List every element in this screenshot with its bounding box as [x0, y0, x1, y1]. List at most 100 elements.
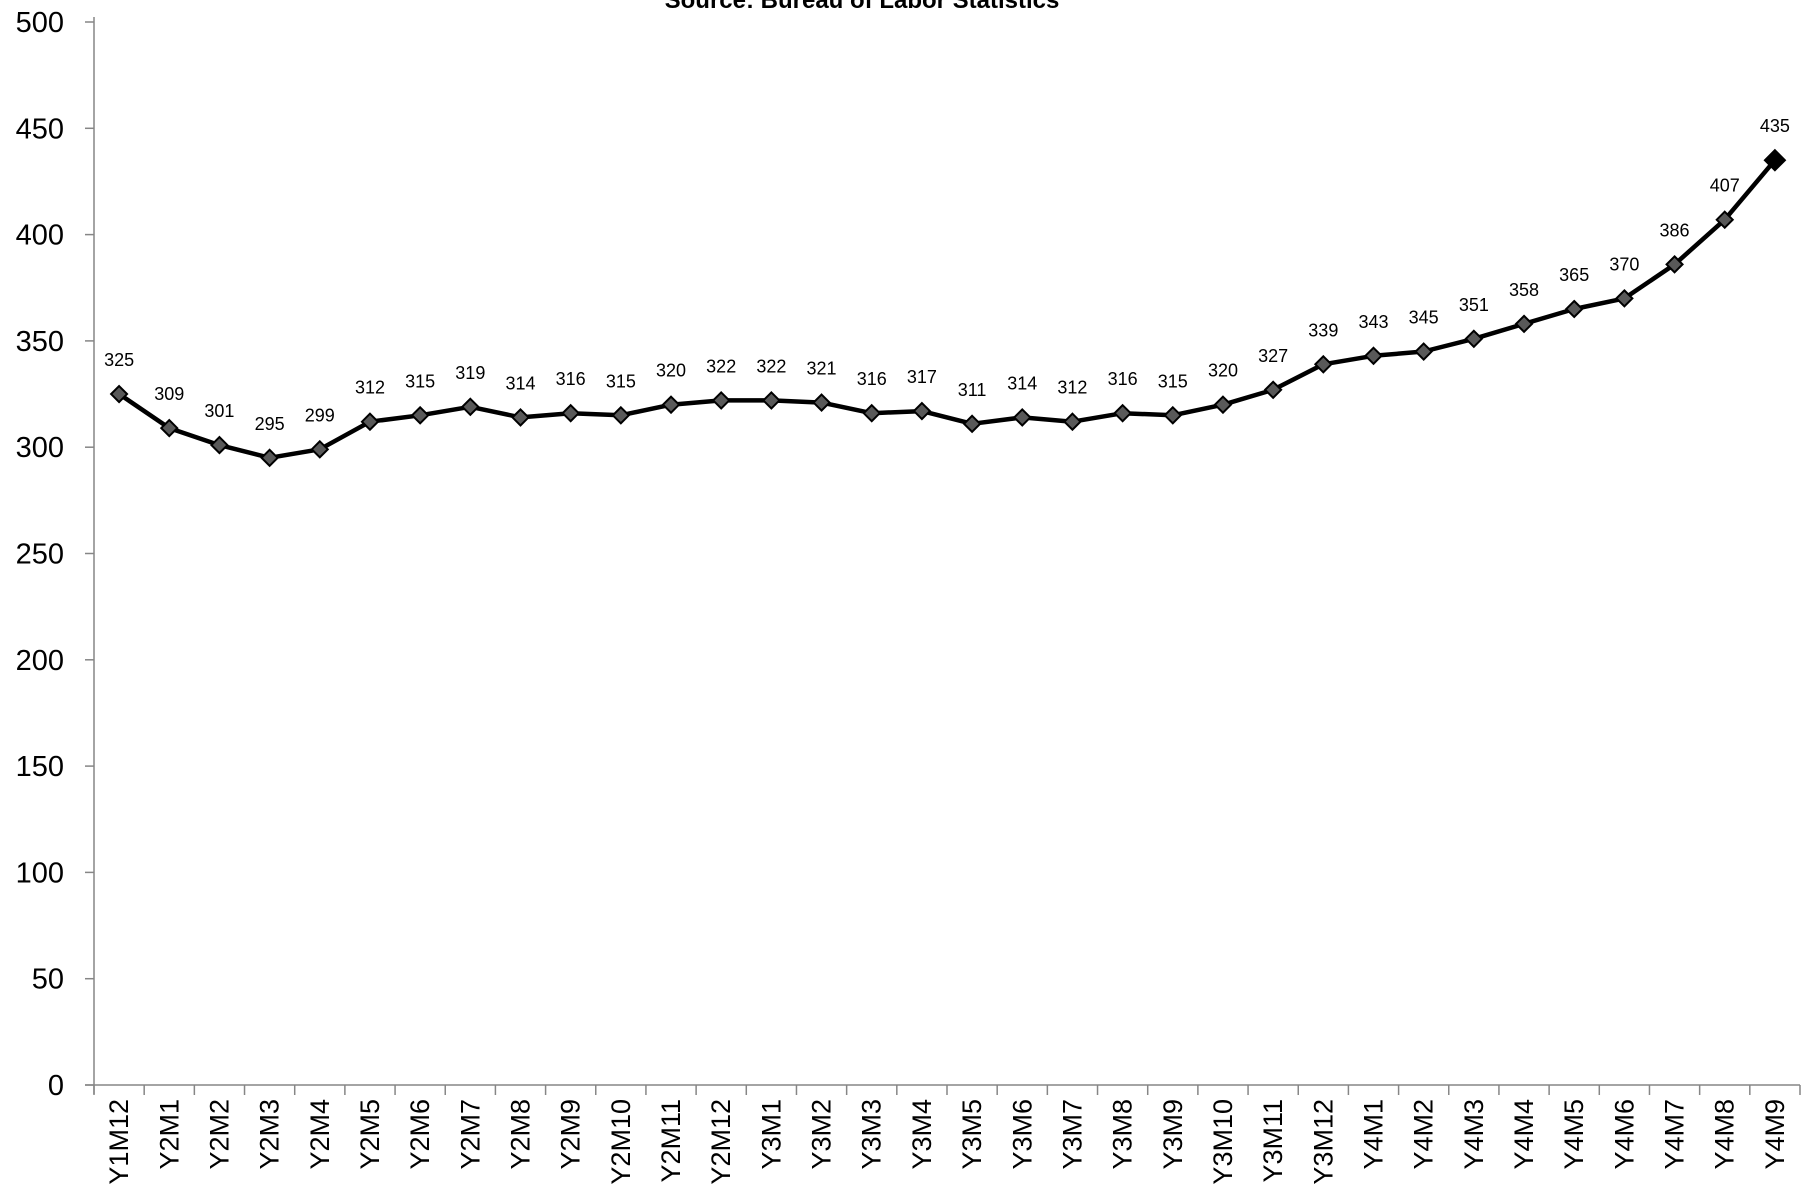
data-label: 301 [204, 401, 234, 421]
data-label: 320 [656, 361, 686, 381]
series-layer [109, 148, 1787, 468]
x-tick-label: Y2M3 [255, 1099, 285, 1170]
data-point-marker [260, 448, 280, 468]
x-tick-label: Y2M1 [154, 1099, 184, 1170]
data-label: 321 [807, 359, 837, 379]
y-tick-label: 200 [16, 645, 64, 677]
data-point-marker [862, 403, 882, 423]
x-tick-label: Y1M12 [104, 1099, 134, 1185]
data-label: 343 [1358, 312, 1388, 332]
data-point-marker [1313, 354, 1333, 374]
data-label: 314 [505, 373, 535, 393]
data-label: 435 [1760, 116, 1790, 136]
x-tick-label: Y2M5 [355, 1099, 385, 1170]
data-label: 407 [1710, 176, 1740, 196]
x-tick-label: Y2M7 [455, 1099, 485, 1170]
x-tick-label: Y2M10 [606, 1099, 636, 1185]
x-tick-label: Y3M5 [957, 1099, 987, 1170]
y-tick-label: 400 [16, 220, 64, 252]
x-tick-label: Y2M9 [556, 1099, 586, 1170]
data-point-marker [1364, 346, 1383, 366]
y-tick-label: 250 [16, 539, 64, 571]
x-tick-label: Y3M2 [807, 1099, 837, 1170]
x-tick-label: Y4M6 [1609, 1099, 1639, 1170]
x-tick-label: Y2M12 [706, 1099, 736, 1185]
data-point-marker [1564, 299, 1584, 319]
x-tick-label: Y2M4 [305, 1099, 335, 1170]
data-point-marker [1113, 403, 1133, 423]
x-tick-label: Y3M9 [1158, 1099, 1188, 1170]
data-label: 311 [958, 380, 987, 400]
data-label: 365 [1559, 265, 1589, 285]
data-label: 327 [1258, 346, 1288, 366]
x-tick-label: Y3M3 [857, 1099, 887, 1170]
x-tick-label: Y2M2 [204, 1099, 234, 1170]
data-point-marker [711, 391, 731, 410]
x-tick-label: Y3M10 [1208, 1099, 1238, 1185]
data-point-marker [1414, 342, 1434, 361]
data-point-marker [1163, 405, 1183, 425]
x-tick-label: Y3M12 [1308, 1099, 1338, 1185]
data-point-marker [1715, 210, 1735, 230]
chart-title: Source: Bureau of Labor Statistics [665, 0, 1060, 14]
data-labels-layer: 325 309 301 295 299 312 315 319 314 316 315 320 322 3… [104, 116, 1790, 434]
data-label: 319 [455, 363, 485, 383]
y-tick-label: 300 [16, 432, 64, 464]
data-point-marker [912, 401, 932, 421]
data-point-marker [962, 414, 982, 434]
y-tick-label: 50 [32, 964, 64, 996]
data-point-marker [360, 412, 380, 432]
data-label: 317 [907, 367, 937, 387]
data-point-marker [1763, 148, 1787, 172]
data-label: 322 [706, 356, 736, 376]
data-point-marker [410, 405, 430, 425]
data-point-marker [761, 391, 781, 410]
data-label: 320 [1208, 361, 1238, 381]
data-point-marker [1263, 380, 1283, 400]
y-tick-label: 100 [16, 857, 64, 889]
data-label: 316 [857, 369, 887, 389]
x-tick-label: Y4M4 [1509, 1099, 1539, 1170]
y-tick-label: 150 [16, 751, 64, 783]
data-point-marker [1614, 288, 1634, 308]
data-point-marker [511, 408, 530, 427]
data-label: 370 [1609, 254, 1639, 274]
data-label: 299 [305, 405, 335, 425]
x-axis-ticks: Y1M12 Y2M1 Y2M2 Y2M3 Y2M4 Y2M5 Y2M6 Y2M7 Y2M8 Y2M… [93, 1085, 1801, 1185]
x-tick-label: Y3M4 [907, 1099, 937, 1170]
data-label: 315 [405, 371, 435, 391]
data-label: 358 [1509, 280, 1539, 300]
data-label: 322 [756, 356, 786, 376]
data-point-marker [1514, 314, 1534, 334]
x-tick-label: Y2M8 [506, 1099, 536, 1170]
data-point-marker [210, 435, 229, 455]
x-tick-label: Y3M8 [1108, 1099, 1138, 1170]
data-label: 345 [1409, 308, 1439, 328]
y-tick-label: 0 [48, 1070, 64, 1102]
data-point-marker [460, 397, 480, 417]
data-label: 312 [1057, 378, 1087, 398]
x-tick-label: Y3M1 [756, 1099, 786, 1170]
x-tick-label: Y4M5 [1559, 1099, 1589, 1170]
x-tick-label: Y2M6 [405, 1099, 435, 1170]
data-point-marker [1213, 395, 1233, 415]
data-label: 295 [255, 414, 285, 434]
x-tick-label: Y4M1 [1359, 1099, 1389, 1170]
x-tick-label: Y3M6 [1007, 1099, 1037, 1170]
x-tick-label: Y2M11 [656, 1099, 686, 1183]
data-label: 312 [355, 378, 385, 398]
data-label: 314 [1007, 373, 1037, 393]
data-label: 316 [556, 369, 586, 389]
y-tick-label: 500 [16, 7, 64, 39]
x-tick-label: Y4M2 [1409, 1099, 1439, 1170]
data-label: 351 [1459, 295, 1489, 315]
series-line [117, 158, 1777, 461]
data-point-marker [159, 418, 179, 438]
data-point-marker [661, 395, 681, 415]
x-tick-label: Y3M11 [1258, 1099, 1288, 1183]
data-point-marker [561, 403, 581, 423]
data-point-marker [812, 393, 831, 412]
data-label: 315 [606, 371, 636, 391]
x-tick-label: Y4M3 [1459, 1099, 1489, 1170]
